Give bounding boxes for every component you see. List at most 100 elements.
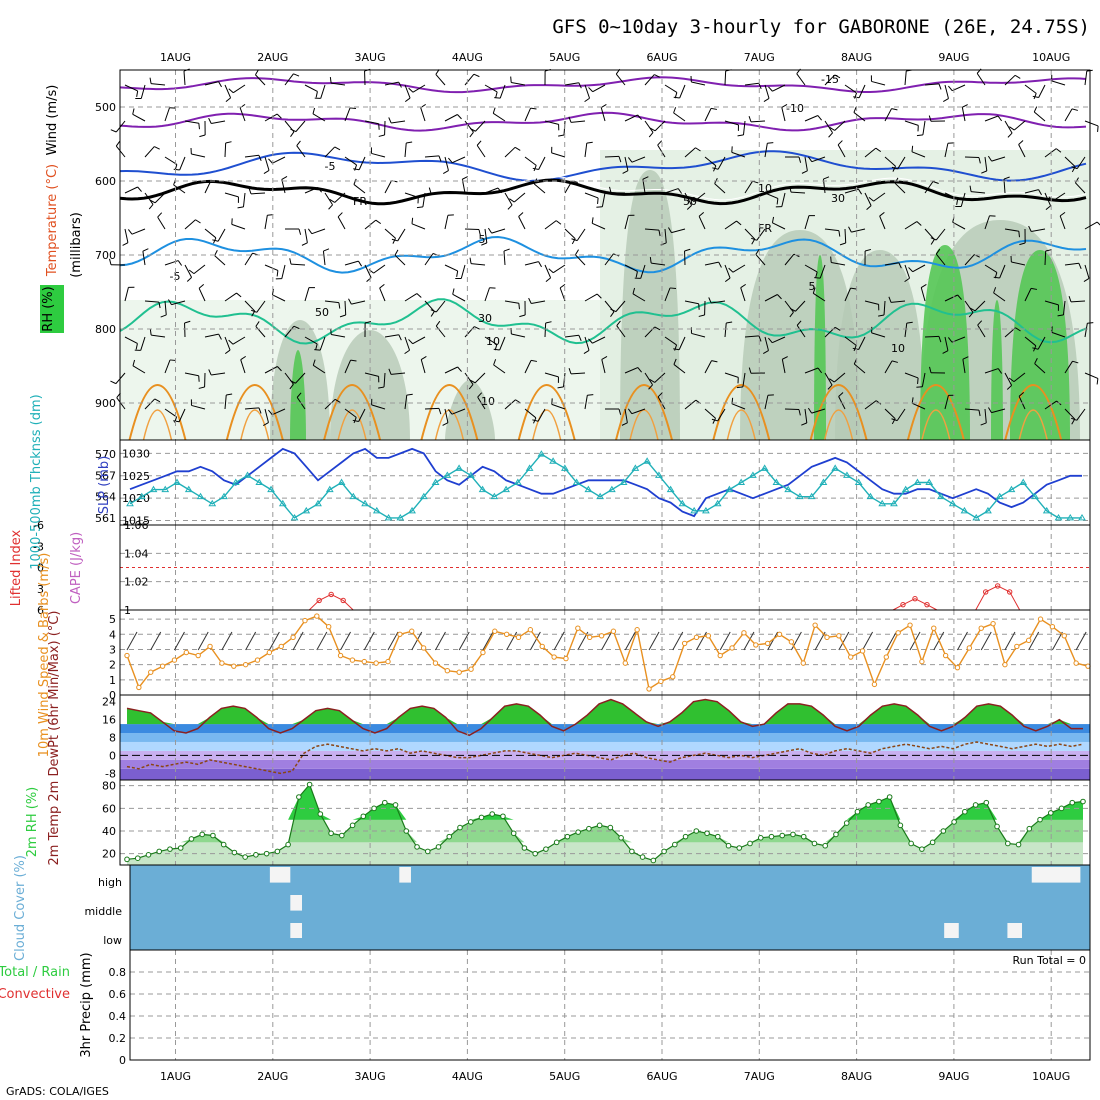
wind-barb-flag (997, 368, 1003, 374)
wind-barb (154, 192, 166, 204)
wind-barb (920, 287, 926, 302)
thickness-point (866, 492, 875, 500)
wind-barb (394, 254, 406, 266)
wind-barb-flag (378, 386, 385, 389)
wind-speed-point (1061, 633, 1067, 639)
rh-point (306, 781, 313, 788)
wind-barb-flag (392, 238, 396, 244)
wind-barb (624, 264, 638, 272)
day-label: 4AUG (452, 1070, 483, 1083)
wind-speed-point (361, 658, 367, 665)
wind-barb (476, 145, 486, 158)
contour-warm (323, 384, 382, 441)
wind-barb-flag (610, 308, 617, 313)
wind-barb (164, 260, 179, 266)
wind-barb (678, 336, 686, 350)
contour-warm-inner (240, 409, 270, 441)
left-tick-label: -3 (33, 540, 44, 553)
wind-barb-flag (891, 108, 898, 111)
thickness-point (1019, 478, 1028, 485)
wind-barb-flag (255, 69, 259, 76)
wind-barb (424, 253, 434, 266)
wind-barb-flag (532, 167, 539, 170)
wind-barb-flag (330, 328, 332, 335)
wind-barb-flag (575, 249, 579, 256)
y-tick-label: 0.2 (109, 1032, 127, 1045)
wind-barb (884, 360, 893, 374)
cape-point (924, 601, 930, 608)
wind-barb-flag (186, 276, 192, 282)
wind-barb (644, 228, 659, 231)
wind-barb-flag (430, 309, 437, 313)
cape-point (982, 589, 989, 595)
thickness-point (161, 485, 170, 493)
wind-speed-point (432, 660, 439, 666)
wind-barb (1076, 156, 1086, 169)
wind-barb-flag (1003, 176, 1010, 180)
rh-point (607, 824, 614, 831)
wind-barb-flag (154, 398, 161, 403)
wind-barb (484, 228, 488, 243)
wind-speed-point (895, 630, 901, 636)
wind-barb-flag (438, 408, 442, 415)
wind-speed-point (136, 684, 142, 691)
rh-point (1026, 825, 1033, 832)
wind-barb-flag (658, 230, 661, 237)
wind-barb-flag (160, 314, 167, 318)
wind-barb (984, 368, 999, 374)
wind-barb (484, 84, 498, 93)
wind-barb-flag (669, 287, 677, 290)
rh-point (994, 823, 1000, 830)
wind-barb-flag (478, 229, 481, 236)
wind-barb-flag (763, 350, 769, 354)
axis-label-lifted: Lifted Index (9, 529, 24, 606)
wind-barb (164, 408, 177, 418)
wind-barb-flag (481, 242, 488, 246)
surface-wind-barb (292, 631, 304, 651)
right-tick-label: 1030 (122, 447, 150, 460)
day-label: 10AUG (1032, 1070, 1070, 1083)
wind-barb (664, 287, 671, 302)
wind-barb (184, 372, 199, 377)
wind-barb (844, 336, 857, 346)
wind-barb-flag (917, 377, 919, 384)
thickness-point (149, 485, 158, 493)
y-tick-label: 80 (102, 780, 116, 793)
thickness-point (1078, 513, 1086, 521)
wind-speed-point (219, 660, 225, 666)
wind-barb (312, 113, 326, 122)
wind-barb (256, 300, 266, 313)
wind-barb-flag (1038, 189, 1042, 196)
wind-barb-flag (584, 97, 590, 103)
wind-barb-flag (796, 320, 802, 326)
thickness-point (243, 471, 252, 478)
wind-barb (304, 228, 308, 243)
contour-warm-inner (726, 409, 757, 441)
wind-barb (1004, 228, 1019, 232)
wind-barb-flag (354, 164, 358, 171)
wind-barb (499, 84, 506, 99)
wind-barb (384, 228, 396, 239)
surface-wind-barb (980, 631, 992, 651)
wind-barb (397, 228, 406, 242)
wind-barb-flag (1097, 125, 1099, 132)
wind-barb-flag (443, 170, 449, 174)
wind-barb (1013, 372, 1026, 382)
contour-warm (1004, 384, 1063, 441)
wind-barb-flag (271, 288, 275, 295)
rh-point (296, 794, 302, 800)
wind-barb (684, 300, 699, 305)
wind-barb-flag (173, 420, 180, 423)
wind-barb (961, 107, 966, 122)
wind-speed-point (1049, 623, 1056, 630)
wind-barb (944, 84, 949, 99)
contour-warm (128, 384, 187, 441)
rh-point (339, 832, 345, 839)
wind-barb (324, 192, 333, 206)
wind-barb (124, 228, 129, 243)
wind-barb (524, 408, 537, 419)
rh-point (253, 852, 259, 858)
contour-warm (517, 384, 576, 441)
wind-barb-flag (667, 227, 672, 233)
wind-speed-point (800, 660, 806, 666)
